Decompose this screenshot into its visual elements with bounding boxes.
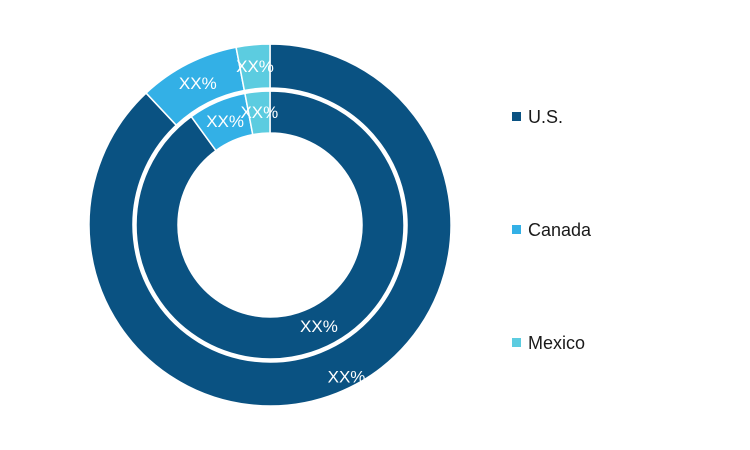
legend-swatch-u-s: [512, 112, 521, 121]
outer-ring-label-mexico: XX%: [236, 57, 274, 76]
outer-ring-label-u-s: XX%: [328, 367, 366, 386]
inner-ring-label-u-s: XX%: [300, 317, 338, 336]
inner-ring-label-canada: XX%: [206, 112, 244, 131]
inner-ring-slice-mexico: [244, 90, 271, 136]
outer-ring-label-canada: XX%: [179, 74, 217, 93]
donut-rings: [88, 43, 452, 407]
slice-labels: XX%XX%XX%XX%XX%XX%: [179, 57, 366, 386]
outer-ring-slice-mexico: [235, 43, 271, 92]
legend-swatch-mexico: [512, 338, 521, 347]
inner-ring-label-mexico: XX%: [240, 103, 278, 122]
legend: U.S. Canada Mexico: [512, 107, 592, 353]
legend-label-u-s: U.S.: [528, 107, 563, 127]
outer-ring-slice-u-s: [88, 43, 452, 407]
legend-label-canada: Canada: [528, 220, 592, 240]
legend-label-mexico: Mexico: [528, 333, 585, 353]
legend-swatch-canada: [512, 225, 521, 234]
inner-ring-slice-u-s: [135, 90, 405, 360]
